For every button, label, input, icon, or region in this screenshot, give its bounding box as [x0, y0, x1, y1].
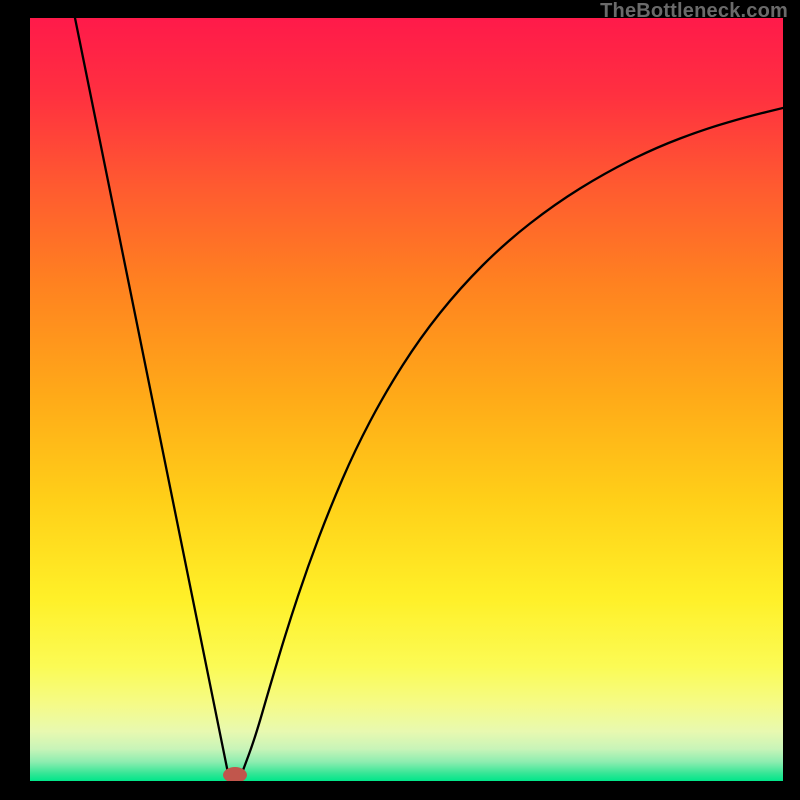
optimum-marker: [223, 767, 247, 781]
chart-frame: TheBottleneck.com: [0, 0, 800, 800]
bottleneck-curve: [30, 18, 783, 781]
watermark-text: TheBottleneck.com: [600, 0, 788, 23]
curve-path: [75, 18, 783, 777]
plot-area: [30, 18, 783, 781]
